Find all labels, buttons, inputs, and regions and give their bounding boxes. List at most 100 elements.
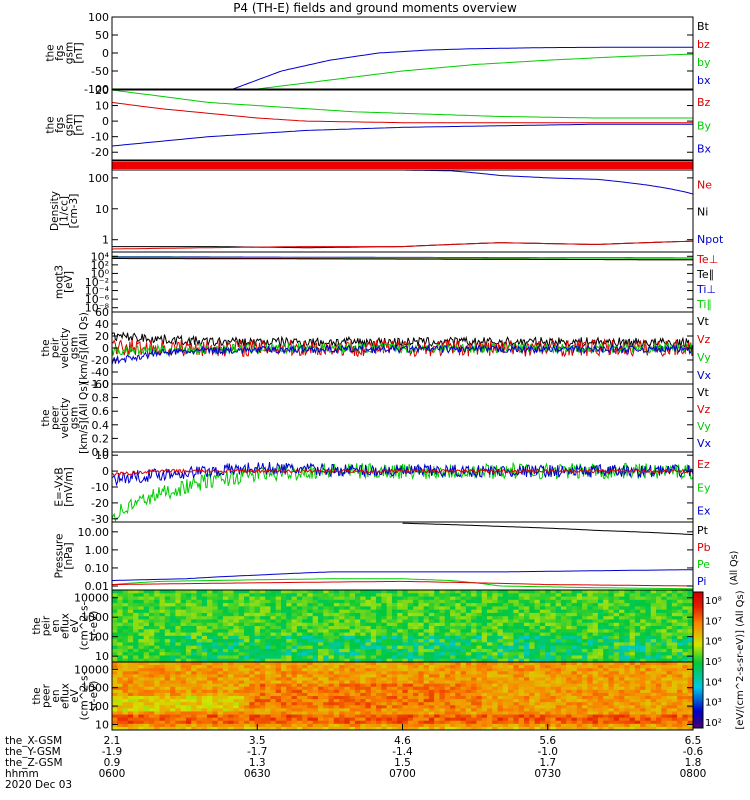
x-tick-label: 0.9 [104, 757, 121, 769]
plot-area-fgs-gsm [112, 90, 693, 147]
y-tick-label: 1000 [81, 611, 109, 624]
colorbar-segment [693, 718, 703, 722]
y-axis-label: en [50, 619, 62, 632]
y-tick-label: 10⁰ [91, 267, 110, 280]
y-tick-label: 1 [102, 234, 109, 247]
legend-fgs-btot: bx [697, 74, 711, 87]
series-pressure-Pi [112, 569, 693, 582]
y-axis-label: [nT] [73, 114, 85, 135]
y-tick-label: 0 [102, 47, 109, 60]
legend-temperature: Te∥ [696, 268, 714, 281]
colorbar-segment [693, 725, 703, 729]
y-tick-label: 0 [102, 115, 109, 128]
legend-fgs-btot: by [697, 56, 711, 69]
x-tick-label: 0700 [389, 768, 416, 780]
colorbar-segment [693, 714, 703, 718]
y-tick-label: -100 [84, 83, 109, 96]
series-fgs-gsm-Bx [112, 123, 693, 147]
panel-frame [111, 451, 694, 523]
colorbar-tick: 10⁷ [705, 616, 722, 627]
y-tick-label: 10⁻⁶ [85, 293, 110, 306]
colorbar-segment [693, 700, 703, 704]
y-tick-label: 10 [95, 449, 109, 462]
series-pressure-Pt [402, 522, 693, 536]
colorbar-segment [693, 626, 703, 629]
panel-frame [111, 169, 694, 253]
x-axis: 2.1-1.90.906003.5-1.71.306304.6-1.41.507… [5, 724, 706, 791]
colorbar-segment [693, 698, 703, 702]
colorbar-segment [693, 657, 703, 661]
panel-frame [111, 16, 694, 90]
y-tick-label: 0.4 [92, 419, 110, 432]
colorbar-segment [693, 614, 703, 618]
y-tick-label: -10 [91, 131, 109, 144]
colorbar-segment [693, 619, 703, 622]
x-tick-label: 1.5 [394, 757, 411, 769]
colorbar-segment [693, 703, 703, 706]
y-axis-label: the [31, 617, 43, 634]
y-axis-label: peir [41, 615, 53, 636]
y-tick-label: 10 [95, 100, 109, 113]
colorbar-segment [693, 612, 703, 616]
y-tick-label: -40 [91, 366, 109, 379]
colorbar-segment [693, 644, 703, 647]
colorbar-segment [693, 646, 703, 650]
x-tick-label: 1.8 [685, 757, 702, 769]
y-tick-label: 0.6 [92, 405, 110, 418]
y-axis-label: eflux [60, 613, 72, 639]
colorbar-segment [693, 684, 703, 688]
x-tick-label: 2.1 [104, 735, 121, 747]
panel-peer-velocity: 1.00.80.60.40.20.0 thepeervelocitygsm[km/… [40, 378, 712, 459]
colorbar-segment [693, 694, 703, 697]
series-fgs-btot-by [257, 53, 693, 89]
legend-pressure: Pb [697, 541, 711, 554]
colorbar-segment [693, 621, 703, 625]
x-row-label: the_Z-GSM [5, 757, 63, 769]
y-tick-label: 0.0 [92, 446, 110, 459]
colorbar-segment [693, 682, 703, 686]
x-tick-label: 0800 [680, 768, 707, 780]
legend-peer-velocity: Vz [697, 403, 711, 416]
colorbar-segment [693, 632, 703, 636]
y-axis-label: eV [69, 618, 81, 632]
legend-temperature: Ti∥ [696, 298, 712, 311]
series-fgs-gsm-Bz [112, 101, 693, 124]
colorbar-segment [693, 687, 703, 690]
plot-area-peir-eflux [112, 590, 693, 662]
y-axis-label: peer [41, 683, 53, 708]
x-tick-label: 3.5 [249, 735, 266, 747]
series-fgs-gsm-By [112, 90, 693, 119]
colorbar-segment [693, 628, 703, 632]
y-tick-label: 10² [91, 259, 109, 272]
series-density-Npot [402, 170, 693, 195]
plot-area-flag-bar [112, 162, 693, 169]
y-tick-label: 0 [102, 465, 109, 478]
y-tick-label: 10⁻² [85, 276, 109, 289]
y-axis-label: gsm [64, 114, 76, 136]
x-row-label: hhmm [5, 768, 39, 780]
series-peir-velocity-Vt [112, 331, 693, 350]
y-tick-label: 40 [95, 318, 109, 331]
y-tick-label: 20 [95, 330, 109, 343]
y-tick-label: 0.01 [85, 580, 110, 593]
y-axis-label: peer [50, 405, 62, 430]
y-axis-label: gsm [64, 42, 76, 64]
colorbar-segment [693, 635, 703, 638]
colorbar-tick: 10⁸ [705, 596, 722, 607]
series-fgs-btot-bx [232, 46, 693, 89]
y-axis-label: (cm^2-s- [79, 601, 91, 650]
colorbar-segment [693, 605, 703, 609]
y-axis-label: gsm [69, 337, 81, 359]
plot-area-pressure [112, 522, 693, 590]
x-tick-label: -1.0 [538, 746, 559, 758]
y-axis-label: [1/cc] [59, 196, 71, 226]
x-tick-label: 0600 [99, 768, 126, 780]
legend-density: Ne [697, 178, 712, 191]
legend-peir-velocity: Vz [697, 333, 711, 346]
colorbar-segment [693, 712, 703, 715]
colorbar-segment [693, 623, 703, 627]
y-tick-label: 1000 [81, 682, 109, 695]
